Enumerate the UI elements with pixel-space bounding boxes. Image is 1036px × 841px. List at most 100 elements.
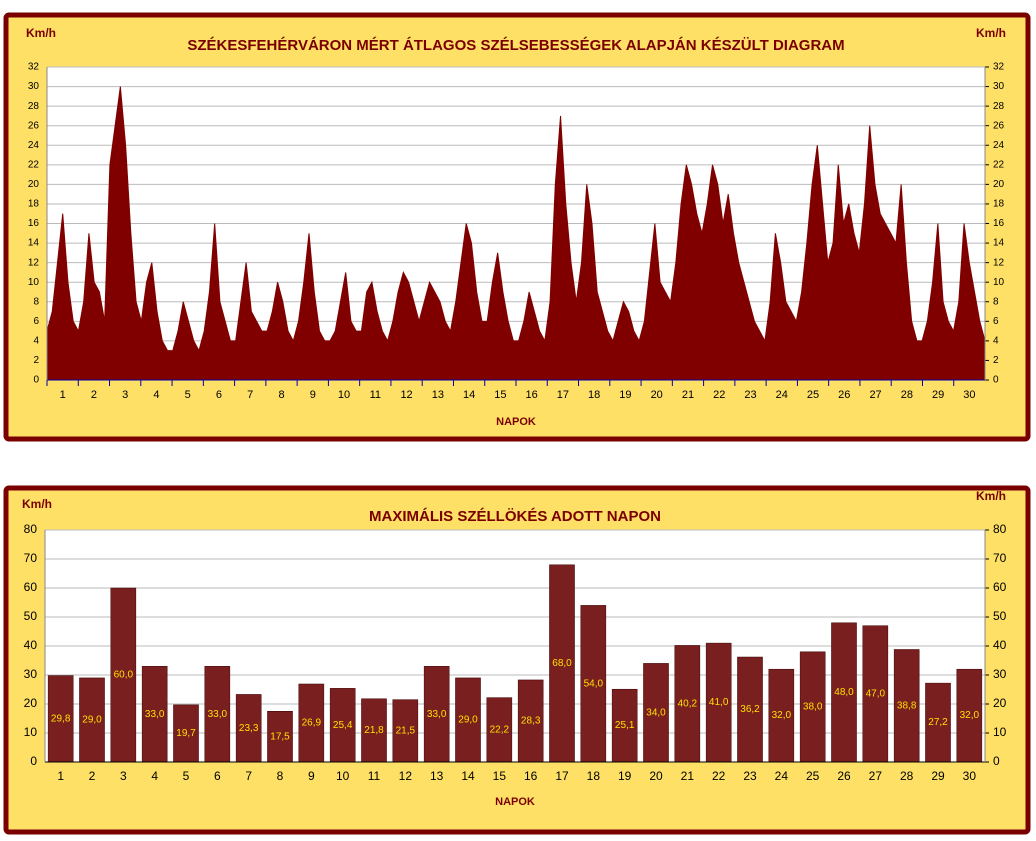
chart-title: SZÉKESFEHÉRVÁRON MÉRT ÁTLAGOS SZÉLSEBESS… bbox=[187, 37, 844, 54]
value-label: 21,8 bbox=[364, 725, 384, 736]
x-tick-label: 13 bbox=[432, 389, 444, 401]
y-axis-label: Km/h bbox=[22, 497, 52, 511]
x-tick-label: 12 bbox=[399, 769, 413, 783]
x-tick-label: 18 bbox=[587, 769, 601, 783]
x-axis-label: NAPOK bbox=[495, 796, 535, 808]
x-tick-label: 10 bbox=[336, 769, 350, 783]
bar bbox=[423, 666, 450, 763]
value-label: 19,7 bbox=[176, 728, 196, 739]
y-tick-label: 22 bbox=[28, 159, 40, 170]
x-tick-label: 27 bbox=[869, 769, 883, 783]
x-tick-label: 6 bbox=[216, 389, 222, 401]
y2-tick-label: 80 bbox=[993, 522, 1007, 536]
y-tick-label: 6 bbox=[33, 316, 39, 327]
x-tick-label: 28 bbox=[901, 389, 913, 401]
bar bbox=[768, 668, 795, 763]
value-label: 32,0 bbox=[772, 710, 792, 721]
x-tick-label: 26 bbox=[837, 769, 851, 783]
y2-tick-label: 10 bbox=[993, 277, 1005, 288]
x-tick-label: 18 bbox=[588, 389, 600, 401]
y-axis-label: Km/h bbox=[26, 26, 56, 40]
y-tick-label: 2 bbox=[33, 355, 39, 366]
value-label: 28,3 bbox=[521, 716, 541, 727]
y2-tick-label: 60 bbox=[993, 580, 1007, 594]
x-tick-label: 5 bbox=[185, 389, 191, 401]
bar bbox=[643, 663, 669, 763]
bar bbox=[79, 677, 105, 763]
x-tick-label: 17 bbox=[555, 769, 569, 783]
bar bbox=[517, 679, 544, 763]
y2-tick-label: 20 bbox=[993, 696, 1007, 710]
y2-tick-label: 18 bbox=[993, 199, 1005, 210]
x-tick-label: 5 bbox=[183, 769, 190, 783]
x-tick-label: 9 bbox=[308, 769, 315, 783]
y2-tick-label: 28 bbox=[993, 101, 1005, 112]
y-tick-label: 32 bbox=[28, 62, 40, 73]
value-label: 41,0 bbox=[709, 697, 729, 708]
x-tick-label: 20 bbox=[651, 389, 663, 401]
bar bbox=[329, 688, 356, 763]
area bbox=[46, 86, 986, 381]
x-tick-label: 23 bbox=[743, 769, 757, 783]
value-label: 21,5 bbox=[396, 725, 416, 736]
value-label: 17,5 bbox=[270, 731, 290, 742]
bar bbox=[204, 666, 231, 763]
bar bbox=[580, 605, 607, 763]
y2-axis-label: Km/h bbox=[976, 26, 1006, 40]
value-label: 33,0 bbox=[427, 709, 447, 720]
x-tick-label: 21 bbox=[682, 389, 694, 401]
value-label: 38,8 bbox=[897, 700, 917, 711]
x-tick-label: 6 bbox=[214, 769, 221, 783]
y-tick-label: 8 bbox=[33, 296, 39, 307]
bar bbox=[110, 587, 137, 763]
x-tick-label: 25 bbox=[806, 769, 820, 783]
x-tick-label: 16 bbox=[524, 769, 538, 783]
x-tick-label: 19 bbox=[619, 389, 631, 401]
x-tick-label: 4 bbox=[151, 769, 158, 783]
y-tick-label: 20 bbox=[24, 696, 38, 710]
bar bbox=[173, 704, 199, 763]
bar bbox=[235, 694, 262, 763]
y-tick-label: 16 bbox=[28, 218, 40, 229]
x-axis-label: NAPOK bbox=[496, 416, 536, 428]
y-tick-label: 0 bbox=[33, 375, 39, 386]
y-tick-label: 10 bbox=[24, 725, 38, 739]
y2-tick-label: 32 bbox=[993, 62, 1005, 73]
y2-tick-label: 16 bbox=[993, 218, 1005, 229]
x-tick-label: 15 bbox=[494, 389, 506, 401]
x-tick-label: 22 bbox=[713, 389, 725, 401]
x-tick-label: 11 bbox=[370, 389, 381, 401]
bar bbox=[705, 642, 732, 763]
bar bbox=[674, 645, 701, 763]
x-tick-label: 15 bbox=[493, 769, 507, 783]
x-tick-label: 1 bbox=[57, 769, 64, 783]
value-label: 29,8 bbox=[51, 713, 71, 724]
bar bbox=[141, 666, 168, 763]
x-tick-label: 12 bbox=[400, 389, 412, 401]
x-tick-label: 8 bbox=[277, 769, 284, 783]
value-label: 40,2 bbox=[678, 698, 698, 709]
y2-tick-label: 30 bbox=[993, 81, 1005, 92]
y-tick-label: 12 bbox=[28, 257, 40, 268]
y2-tick-label: 6 bbox=[993, 316, 999, 327]
bar bbox=[392, 699, 419, 763]
y-tick-label: 18 bbox=[28, 199, 40, 210]
y2-tick-label: 0 bbox=[993, 375, 999, 386]
y-tick-label: 80 bbox=[24, 522, 38, 536]
bar bbox=[298, 683, 325, 763]
x-tick-label: 19 bbox=[618, 769, 632, 783]
x-tick-label: 7 bbox=[247, 389, 253, 401]
x-tick-label: 2 bbox=[91, 389, 97, 401]
y-tick-label: 4 bbox=[33, 336, 39, 347]
x-tick-label: 24 bbox=[775, 769, 789, 783]
y2-tick-label: 24 bbox=[993, 140, 1005, 151]
y2-tick-label: 4 bbox=[993, 336, 999, 347]
y2-tick-label: 40 bbox=[993, 638, 1007, 652]
x-tick-label: 8 bbox=[278, 389, 284, 401]
x-tick-label: 9 bbox=[310, 389, 316, 401]
y2-tick-label: 14 bbox=[993, 238, 1005, 249]
y-tick-label: 14 bbox=[28, 238, 40, 249]
value-label: 54,0 bbox=[584, 678, 604, 689]
x-tick-label: 20 bbox=[649, 769, 663, 783]
